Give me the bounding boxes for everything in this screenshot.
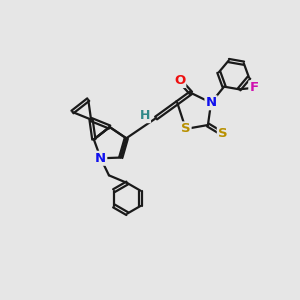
Text: S: S xyxy=(181,122,190,135)
Text: S: S xyxy=(218,128,227,140)
Text: F: F xyxy=(249,81,258,94)
Text: O: O xyxy=(174,74,185,87)
Text: N: N xyxy=(206,96,217,109)
Text: H: H xyxy=(140,109,150,122)
Text: N: N xyxy=(95,152,106,165)
